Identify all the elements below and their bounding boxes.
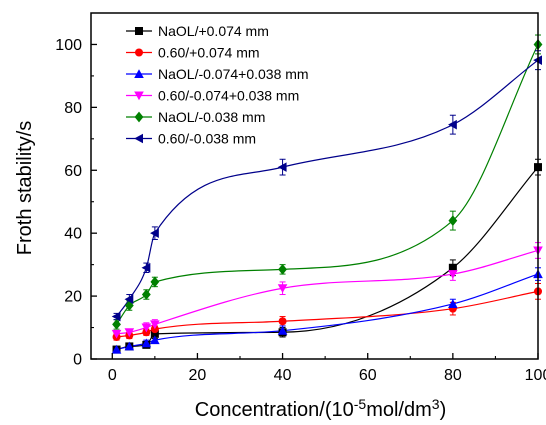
legend: NaOL/+0.074 mm 0.60/+0.074 mm NaOL/-0.074+… — [126, 23, 309, 147]
legend-label: 0.60/+0.074 mm — [158, 45, 260, 61]
fit-curve — [116, 273, 539, 351]
legend-marker — [134, 111, 144, 123]
legend-marker — [134, 91, 144, 101]
legend-label: NaOL/-0.074+0.038 mm — [158, 66, 309, 82]
data-point — [278, 317, 287, 326]
data-point — [277, 284, 288, 294]
data-point — [150, 329, 159, 338]
data-point — [124, 341, 135, 351]
y-tick-label: 100 — [55, 37, 82, 54]
x-tick-label: 40 — [274, 367, 292, 384]
fit-curve — [116, 249, 539, 335]
data-point — [150, 335, 160, 345]
y-axis-label: Froth stability/s — [14, 121, 36, 255]
data-point — [111, 344, 122, 354]
y-tick-label: 60 — [64, 163, 82, 180]
data-point — [448, 299, 458, 308]
data-point — [277, 162, 287, 172]
fit-curve — [116, 44, 539, 325]
y-tick-label: 40 — [64, 226, 82, 243]
y-tick-label: 80 — [64, 100, 82, 117]
plot-frame — [90, 12, 539, 360]
data-point — [277, 325, 288, 335]
data-point — [150, 276, 160, 288]
legend-marker — [134, 133, 143, 144]
data-point — [448, 270, 458, 279]
y-axis-ticks: 0 20 40 60 80 100 — [55, 37, 97, 369]
x-axis-label: Concentration/(10-5mol/dm3) — [195, 396, 446, 421]
data-point — [124, 294, 134, 305]
data-point — [141, 262, 151, 273]
data-point — [150, 228, 159, 238]
legend-label: 0.60/-0.074+0.038 mm — [158, 88, 299, 104]
data-point — [124, 328, 135, 338]
data-point — [111, 329, 122, 339]
data-point — [448, 119, 457, 130]
x-tick-label: 60 — [359, 367, 377, 384]
data-point — [141, 338, 152, 348]
data-markers — [111, 39, 543, 354]
y-tick-label: 20 — [64, 289, 82, 306]
legend-marker — [135, 27, 143, 35]
x-tick-label: 80 — [444, 367, 462, 384]
legend-marker — [134, 69, 144, 78]
data-point — [448, 215, 458, 226]
fit-curve — [116, 290, 539, 338]
x-axis-ticks: 0 20 40 60 80 100 — [108, 353, 546, 384]
data-point — [141, 289, 151, 300]
x-tick-label: 20 — [189, 367, 207, 384]
y-tick-label: 0 — [73, 352, 82, 369]
fit-curve — [116, 166, 539, 351]
x-tick-label: 0 — [108, 367, 117, 384]
legend-label: NaOL/+0.074 mm — [158, 23, 269, 39]
data-point — [150, 320, 160, 330]
data-point — [112, 319, 121, 330]
legend-marker — [135, 48, 143, 57]
data-point — [111, 311, 121, 322]
legend-label: 0.60/-0.038 mm — [158, 131, 256, 147]
data-point — [448, 263, 457, 272]
legend-label: NaOL/-0.038 mm — [158, 109, 265, 125]
data-point — [141, 323, 152, 333]
x-tick-label: 100 — [525, 367, 546, 384]
data-point — [278, 263, 287, 275]
